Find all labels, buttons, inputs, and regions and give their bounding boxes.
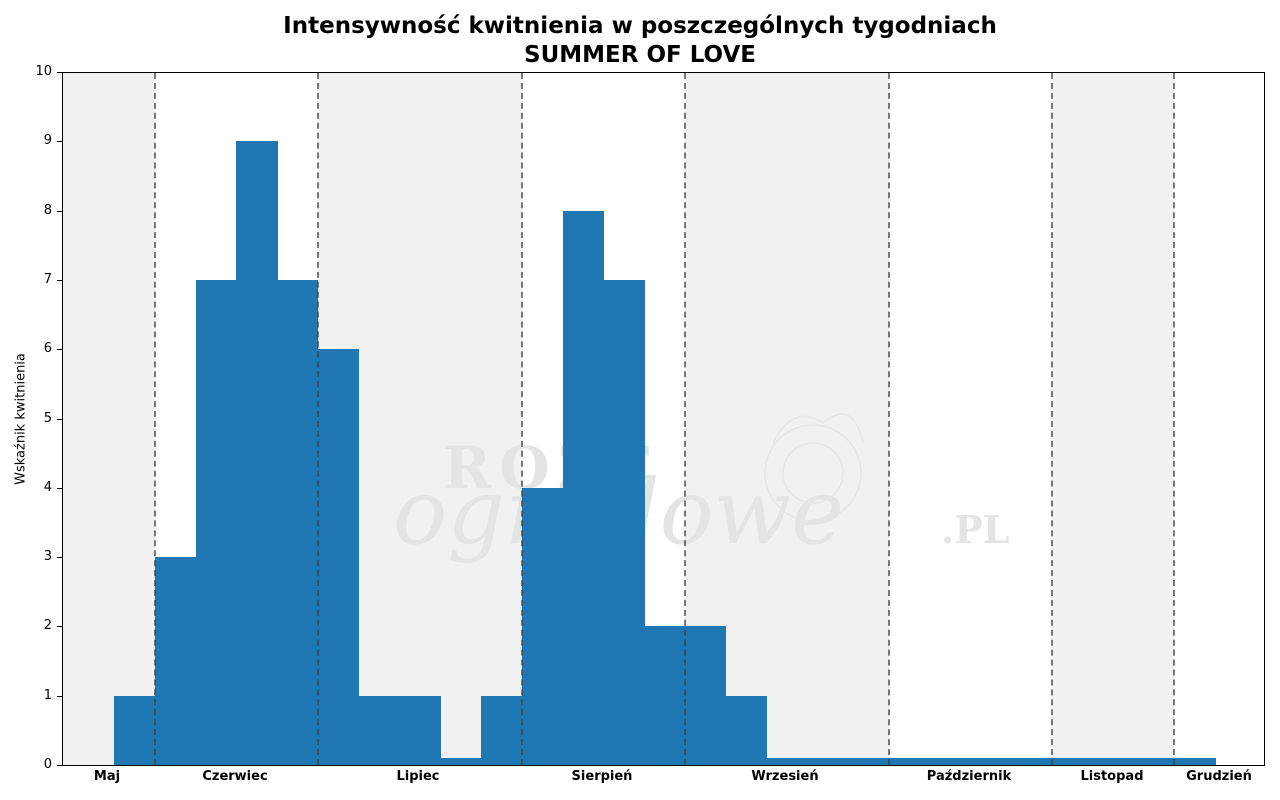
bar (807, 758, 849, 765)
bar (277, 279, 319, 765)
y-tick (57, 626, 62, 628)
y-tick-label: 5 (43, 410, 52, 426)
month-separator (1051, 73, 1053, 765)
x-month-label: Październik (926, 769, 1012, 784)
month-band (889, 73, 1052, 765)
bar (848, 758, 890, 765)
month-separator (521, 73, 523, 765)
month-band (1052, 73, 1174, 765)
bar (1092, 758, 1135, 765)
bar (644, 626, 686, 765)
month-separator (317, 73, 319, 765)
bar (888, 758, 931, 765)
x-month-label: Listopad (1080, 769, 1144, 784)
y-tick (57, 72, 62, 73)
y-tick (57, 487, 62, 489)
y-tick (57, 141, 62, 143)
y-tick (57, 418, 62, 420)
y-tick-label: 0 (43, 757, 52, 772)
bar (766, 758, 808, 765)
y-tick (57, 279, 62, 281)
bar (1011, 758, 1053, 765)
x-month-label: Lipiec (396, 769, 440, 784)
month-band (1174, 73, 1264, 765)
bar (521, 487, 564, 765)
bar (725, 695, 768, 765)
y-tick-label: 9 (43, 133, 52, 149)
bar (154, 557, 197, 765)
y-tick (57, 210, 62, 212)
y-tick-label: 2 (43, 618, 52, 634)
bar (236, 141, 278, 765)
bar (440, 758, 482, 765)
chart-subtitle: SUMMER OF LOVE (524, 42, 756, 68)
bar (1133, 758, 1175, 765)
y-tick-label: 3 (43, 549, 52, 565)
chart-title: Intensywność kwitnienia w poszczególnych… (283, 13, 997, 39)
plot-area: ROZE ogrodowe .PL (62, 72, 1265, 766)
bar (562, 210, 604, 765)
month-separator (154, 73, 156, 765)
month-separator (684, 73, 686, 765)
x-month-label: Czerwiec (202, 769, 268, 784)
y-tick (57, 349, 62, 351)
bar (603, 279, 645, 765)
y-tick-label: 6 (43, 341, 52, 357)
x-month-label: Maj (93, 769, 121, 784)
bar (1174, 758, 1216, 765)
y-tick-label: 7 (43, 271, 52, 287)
bar (1051, 758, 1094, 765)
x-month-label: Grudzień (1186, 769, 1252, 784)
bar (195, 279, 237, 765)
y-tick (57, 765, 62, 766)
bar (970, 758, 1012, 765)
y-tick (57, 695, 62, 697)
y-tick-label: 4 (43, 479, 52, 495)
bar (317, 349, 360, 765)
x-month-label: Wrzesień (751, 769, 819, 784)
y-tick-label: 1 (43, 687, 52, 703)
month-band (63, 73, 155, 765)
bar (399, 695, 441, 765)
bar (114, 695, 156, 765)
bar (481, 695, 523, 765)
bar (929, 758, 971, 765)
month-separator (888, 73, 890, 765)
x-month-label: Sierpień (571, 769, 633, 784)
y-tick-label: 10 (35, 64, 52, 79)
month-separator (1173, 73, 1175, 765)
bar (684, 626, 727, 765)
y-tick-label: 8 (43, 202, 52, 218)
y-tick (57, 557, 62, 559)
bar (358, 695, 401, 765)
